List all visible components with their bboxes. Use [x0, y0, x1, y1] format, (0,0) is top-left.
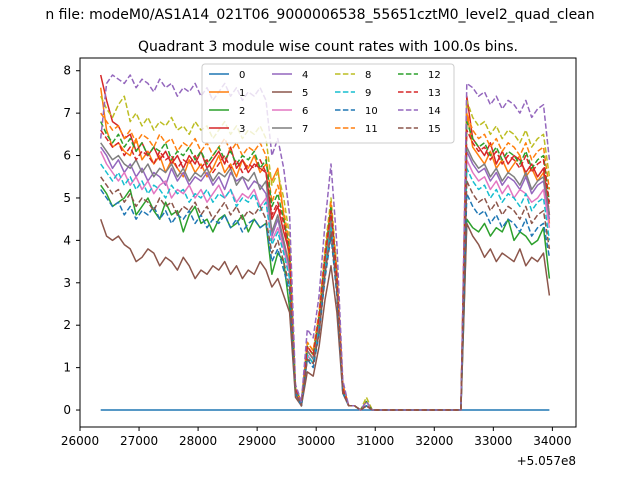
legend-label-8: 8 — [365, 70, 371, 81]
x-tick-label: 32000 — [415, 434, 453, 448]
x-tick-label: 28000 — [179, 434, 217, 448]
y-tick-label: 7 — [63, 106, 71, 120]
legend-label-13: 13 — [428, 88, 441, 99]
legend-label-1: 1 — [239, 88, 245, 99]
legend-label-0: 0 — [239, 70, 245, 81]
series-layer — [99, 74, 551, 411]
series-line-5 — [99, 218, 551, 411]
figure-suptitle: n file: modeM0/AS1A14_021T06_9000006538_… — [45, 7, 594, 23]
legend-label-14: 14 — [428, 106, 441, 117]
plot-frame — [79, 57, 577, 428]
x-tick-label: 33000 — [474, 434, 512, 448]
y-tick-label: 2 — [63, 318, 71, 332]
series-line-8 — [100, 95, 551, 411]
series-line-9 — [100, 163, 551, 411]
x-axis-offset-label: +5.057e8 — [517, 454, 576, 468]
legend-label-4: 4 — [302, 70, 308, 81]
y-tick-label: 8 — [63, 64, 71, 78]
legend-label-15: 15 — [428, 124, 441, 135]
x-tick-label: 27000 — [120, 434, 158, 448]
legend-box — [201, 63, 455, 144]
x-tick-label: 29000 — [238, 434, 276, 448]
legend-label-9: 9 — [365, 88, 371, 99]
legend-label-6: 6 — [302, 106, 308, 117]
chart-title: Quadrant 3 module wise count rates with … — [138, 39, 518, 55]
x-tick-label: 34000 — [533, 434, 571, 448]
y-tick-label: 6 — [63, 149, 71, 163]
legend-label-2: 2 — [239, 106, 245, 117]
x-tick-label: 31000 — [356, 434, 394, 448]
y-tick-label: 5 — [63, 191, 71, 205]
series-line-14 — [99, 74, 551, 411]
series-line-13 — [100, 129, 551, 411]
legend-label-3: 3 — [239, 124, 245, 135]
y-tick-label: 1 — [63, 361, 71, 375]
y-tick-label: 3 — [63, 276, 71, 290]
series-line-15 — [100, 176, 551, 411]
y-tick-label: 4 — [63, 233, 71, 247]
legend-label-7: 7 — [302, 124, 308, 135]
x-axis: 26000 27000 28000 29000 30000 31000 32000 33000… — [61, 427, 571, 448]
y-tick-label: 0 — [63, 403, 71, 417]
legend-label-12: 12 — [428, 70, 441, 81]
series-line-11 — [100, 112, 551, 411]
y-axis: 0 1 2 3 4 5 6 7 8 — [63, 64, 80, 417]
legend-label-11: 11 — [365, 124, 378, 135]
x-tick-label: 30000 — [297, 434, 335, 448]
legend-label-5: 5 — [302, 88, 308, 99]
x-tick-label: 26000 — [61, 434, 99, 448]
legend-label-10: 10 — [365, 106, 378, 117]
